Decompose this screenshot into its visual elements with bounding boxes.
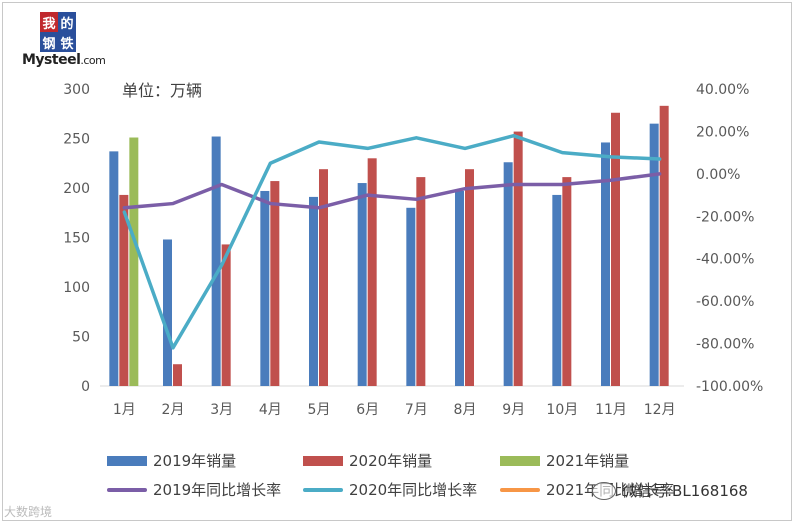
left-tick-label-1: 50 [72, 330, 90, 346]
bar-2019-10 [552, 194, 562, 386]
x-tick-label-9: 10月 [546, 402, 578, 418]
legend-label-bar-2021: 2021年销量 [546, 452, 630, 470]
bar-2020-6 [367, 158, 377, 386]
logo-text-main: Mysteel [22, 52, 81, 68]
x-tick-label-7: 8月 [454, 402, 477, 418]
legend-bar-2021: 2021年销量 [500, 450, 629, 471]
bar-2021-1 [129, 137, 139, 386]
bar-2020-10 [562, 177, 572, 386]
right-tick-label-6: 20.00% [696, 124, 749, 140]
logo-wordmark: Mysteel.com [22, 52, 106, 68]
watermark-right: 微信号:BL168168 [592, 480, 748, 501]
line-2020-growth [122, 133, 662, 350]
unit-label: 单位：万辆 [122, 81, 203, 100]
right-tick-label-2: -60.00% [696, 294, 754, 310]
logo-text-suffix: .com [80, 54, 106, 67]
x-tick-label-3: 4月 [259, 402, 282, 418]
bar-2019-2 [163, 239, 172, 386]
bar-2020-11 [611, 112, 620, 386]
bar-2020-3 [221, 244, 231, 386]
bar-2020-4 [270, 181, 280, 386]
bar-2020-7 [416, 177, 426, 386]
logo-char-2: 的 [58, 12, 76, 32]
left-tick-label-4: 200 [63, 181, 90, 197]
bar-2019-1 [109, 151, 119, 386]
bar-2019-11 [601, 142, 610, 386]
bar-2020-2 [173, 364, 182, 386]
right-tick-label-0: -100.00% [696, 379, 763, 395]
x-tick-label-0: 1月 [113, 402, 136, 418]
legend-swatch-line-2019 [107, 487, 147, 492]
left-tick-label-0: 0 [81, 379, 90, 395]
legend-line-2019: 2019年同比增长率 [107, 479, 281, 500]
bar-2020-12 [659, 105, 669, 386]
left-tick-label-3: 150 [63, 231, 90, 247]
bar-2020-8 [465, 169, 474, 386]
x-tick-label-11: 12月 [644, 402, 676, 418]
bar-2020-9 [513, 131, 523, 386]
right-tick-label-1: -80.00% [696, 337, 754, 353]
x-tick-label-10: 11月 [595, 402, 627, 418]
bar-2019-7 [406, 207, 416, 386]
logo-char-1: 我 [40, 12, 58, 32]
logo-char-4: 铁 [58, 32, 76, 52]
bar-2019-8 [455, 190, 464, 386]
legend-label-bar-2019: 2019年销量 [153, 452, 237, 470]
legend-swatch-bar-2019 [107, 455, 147, 466]
right-tick-label-4: -20.00% [696, 209, 754, 225]
watermark-right-text: 微信号:BL168168 [622, 482, 748, 500]
bar-2020-1 [119, 194, 129, 386]
bar-2019-5 [309, 196, 318, 386]
bar-2019-9 [503, 162, 513, 386]
logo-char-3: 钢 [40, 32, 58, 52]
left-tick-label-5: 250 [63, 132, 90, 148]
right-tick-label-3: -40.00% [696, 252, 754, 268]
legend-bar-2019: 2019年销量 [107, 450, 236, 471]
x-tick-label-5: 6月 [356, 402, 379, 418]
legend-swatch-line-2021 [500, 487, 540, 492]
wechat-icon [592, 481, 616, 500]
bar-2020-5 [319, 169, 328, 386]
watermark-left: 大数跨境 [4, 505, 53, 519]
legend-label-bar-2020: 2020年销量 [349, 452, 433, 470]
x-tick-label-2: 3月 [210, 402, 233, 418]
x-tick-label-4: 5月 [308, 402, 331, 418]
left-tick-label-2: 100 [63, 280, 90, 296]
legend-swatch-bar-2020 [303, 455, 343, 466]
legend-swatch-line-2020 [303, 487, 343, 492]
bar-2019-6 [357, 183, 367, 386]
legend-line-2020: 2020年同比增长率 [303, 479, 477, 500]
legend-bar-2020: 2020年销量 [303, 450, 432, 471]
legend-label-line-2020: 2020年同比增长率 [349, 481, 478, 499]
bar-2019-12 [649, 123, 659, 387]
line-2019-growth [122, 172, 662, 210]
right-tick-label-7: 40.00% [696, 82, 749, 98]
legend-swatch-bar-2021 [500, 455, 540, 466]
x-tick-label-6: 7月 [405, 402, 428, 418]
right-tick-label-5: 0.00% [696, 167, 740, 183]
bar-2019-4 [260, 190, 270, 386]
bar-2019-3 [211, 136, 221, 386]
x-tick-label-1: 2月 [162, 402, 185, 418]
legend-label-line-2019: 2019年同比增长率 [153, 481, 282, 499]
left-tick-label-6: 300 [63, 82, 90, 98]
x-tick-label-8: 9月 [502, 402, 525, 418]
